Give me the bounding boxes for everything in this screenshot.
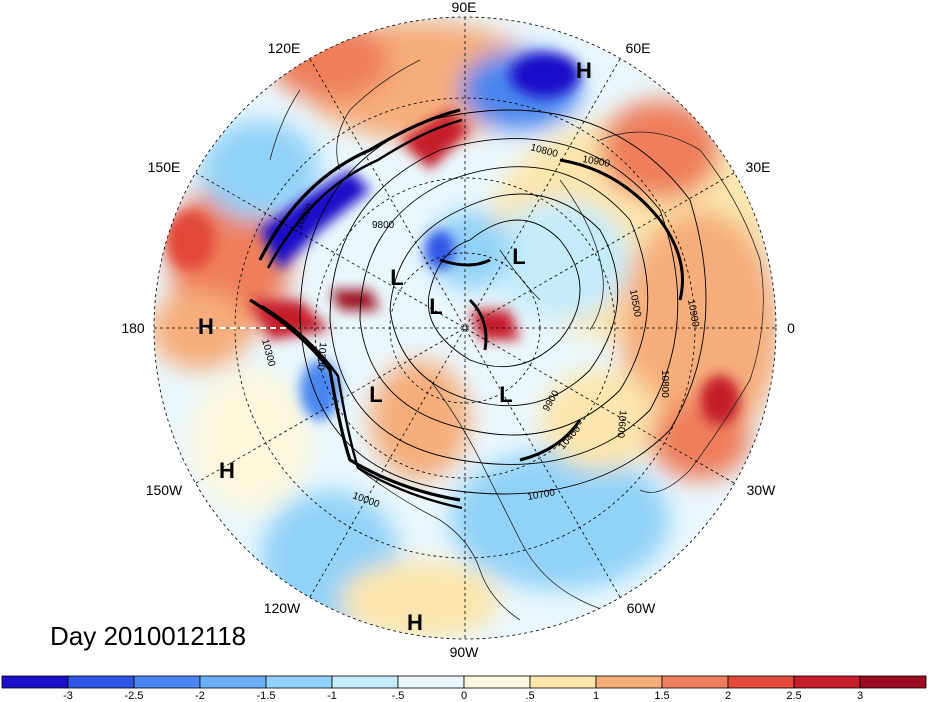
contour-label: 10600 <box>615 410 628 439</box>
colorbar-swatch <box>1 675 69 689</box>
longitude-label-150w: 150W <box>146 482 183 498</box>
colorbar-tick-label: 1.5 <box>654 690 669 702</box>
colorbar-swatch <box>727 675 795 689</box>
longitude-label-120e: 120E <box>268 40 301 56</box>
high-pressure-center: H <box>576 58 592 83</box>
colorbar-tick-label: -.5 <box>392 690 405 702</box>
colorbar-swatch <box>265 675 333 689</box>
colorbar-tick-label: .5 <box>525 690 534 702</box>
colorbar-swatch <box>859 675 927 689</box>
map-boundary <box>153 16 777 640</box>
contour-label: 10200 <box>315 342 328 371</box>
colorbar-tick-label: -1 <box>327 690 337 702</box>
longitude-label-150e: 150E <box>148 159 181 175</box>
colorbar-tick-label: 3 <box>857 690 863 702</box>
colorbar-swatch <box>133 675 201 689</box>
colorbar-tick-label: 2.5 <box>786 690 801 702</box>
longitude-label-30e: 30E <box>746 159 771 175</box>
colorbar-swatch <box>793 675 861 689</box>
high-pressure-center: H <box>407 610 423 635</box>
colorbar-swatch <box>331 675 399 689</box>
contour-label: 10900 <box>581 154 611 170</box>
colorbar-tick-label: 2 <box>725 690 731 702</box>
longitude-label-90w: 90W <box>450 644 480 660</box>
colorbar-tick-label: -2 <box>195 690 205 702</box>
plot-title: Day 2010012118 <box>50 621 246 651</box>
low-pressure-center: L <box>512 244 525 269</box>
colorbar-tick-label: 0 <box>461 690 467 702</box>
low-pressure-center: L <box>369 382 382 407</box>
longitude-label-30w: 30W <box>747 482 777 498</box>
longitude-label-0: 0 <box>787 320 795 336</box>
high-pressure-center: H <box>198 314 214 339</box>
colorbar-tick-label: 1 <box>593 690 599 702</box>
colorbar-swatch <box>67 675 135 689</box>
contour-label: 10500 <box>627 289 643 319</box>
contour-label: 10900 <box>685 299 701 329</box>
colorbar-swatch <box>397 675 465 689</box>
longitude-label-180: 180 <box>121 320 145 336</box>
contour-label: 10700 <box>527 487 557 503</box>
longitude-label-90e: 90E <box>452 0 477 15</box>
colorbar-tick-label: -1.5 <box>257 690 276 702</box>
longitude-label-120w: 120W <box>264 600 301 616</box>
height-contours <box>249 108 707 510</box>
colorbar-swatch <box>661 675 729 689</box>
colorbar-swatch <box>595 675 663 689</box>
colorbar-swatch <box>463 675 531 689</box>
longitude-label-60w: 60W <box>627 600 657 616</box>
low-pressure-center: L <box>499 382 512 407</box>
coastlines <box>269 59 764 621</box>
low-pressure-center: L <box>390 265 403 290</box>
colorbar-swatch <box>529 675 597 689</box>
colorbar-swatch <box>199 675 267 689</box>
contour-label: 10800 <box>659 370 670 398</box>
longitude-label-60e: 60E <box>626 40 651 56</box>
low-pressure-center: L <box>429 294 442 319</box>
contour-label: 9800 <box>372 220 395 231</box>
colorbar-tick-label: -3 <box>63 690 73 702</box>
high-pressure-center: H <box>219 458 235 483</box>
colorbar-tick-label: -2.5 <box>125 690 144 702</box>
colorbar: -3 -2.5 -2 -1.5 -1 -.5 0 .5 1 1.5 2 2.5 3 <box>1 675 927 702</box>
